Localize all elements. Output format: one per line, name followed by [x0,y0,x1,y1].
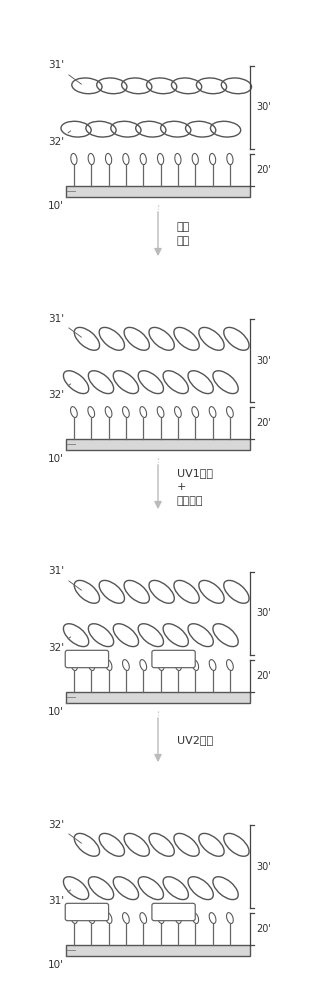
Text: 31': 31' [48,60,82,84]
Text: 10': 10' [48,197,69,211]
FancyBboxPatch shape [65,903,109,921]
Text: 32': 32' [48,637,71,653]
Text: 32': 32' [48,131,71,147]
Text: 20': 20' [256,671,271,681]
Text: 10': 10' [48,450,69,464]
Text: 30': 30' [256,608,271,618]
Text: 20': 20' [256,418,271,428]
FancyBboxPatch shape [65,650,109,668]
Text: 32': 32' [48,384,71,400]
Text: 30': 30' [256,862,271,872]
Text: 30': 30' [256,103,271,112]
Text: 20': 20' [256,165,271,175]
Text: 32': 32' [48,820,82,843]
FancyBboxPatch shape [152,903,195,921]
Text: 31': 31' [48,566,82,590]
Text: 施加
电压: 施加 电压 [177,222,190,246]
Text: 10': 10' [48,956,69,970]
Text: 30': 30' [256,356,271,366]
Bar [66,692,251,703]
Text: 20': 20' [256,924,271,934]
Text: UV1照射
+
施加电压: UV1照射 + 施加电压 [177,468,213,506]
Text: 10': 10' [48,703,69,717]
Bar [66,945,251,956]
Text: 31': 31' [48,314,82,337]
Bar [66,439,251,450]
Bar [66,186,251,197]
FancyBboxPatch shape [152,650,195,668]
Text: UV2照射: UV2照射 [177,735,213,745]
Text: 31': 31' [48,890,71,906]
